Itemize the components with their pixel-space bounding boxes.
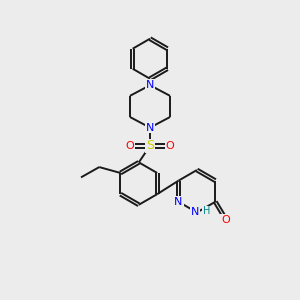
Text: N: N: [146, 80, 154, 90]
Text: N: N: [191, 207, 200, 218]
Text: O: O: [166, 141, 174, 151]
Text: H: H: [203, 206, 210, 216]
Text: O: O: [126, 141, 134, 151]
Text: N: N: [146, 123, 154, 133]
Text: O: O: [221, 215, 230, 225]
Text: S: S: [146, 140, 154, 152]
Text: N: N: [174, 197, 183, 207]
